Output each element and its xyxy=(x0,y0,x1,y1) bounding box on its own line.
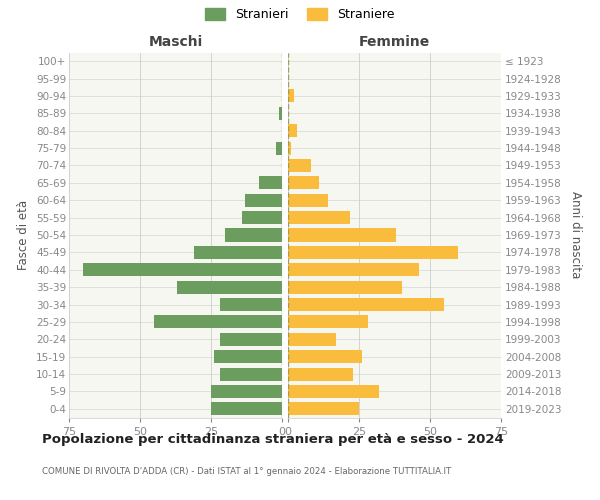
Bar xyxy=(288,246,458,259)
Title: Maschi: Maschi xyxy=(148,34,203,48)
Text: Popolazione per cittadinanza straniera per età e sesso - 2024: Popolazione per cittadinanza straniera p… xyxy=(42,432,504,446)
Bar xyxy=(288,385,379,398)
Bar xyxy=(220,333,282,346)
Y-axis label: Anni di nascita: Anni di nascita xyxy=(569,192,582,278)
Bar xyxy=(259,176,282,190)
Bar xyxy=(154,316,282,328)
Bar xyxy=(211,385,282,398)
Bar xyxy=(214,350,282,363)
Bar xyxy=(288,368,353,380)
Bar xyxy=(242,211,282,224)
Bar xyxy=(194,246,282,259)
Bar xyxy=(220,298,282,311)
Bar xyxy=(288,228,396,241)
Bar xyxy=(245,194,282,207)
Bar xyxy=(288,124,296,137)
Bar xyxy=(288,211,350,224)
Bar xyxy=(288,194,328,207)
Bar xyxy=(288,333,336,346)
Bar xyxy=(288,142,291,154)
Bar xyxy=(288,176,319,190)
Y-axis label: Fasce di età: Fasce di età xyxy=(17,200,31,270)
Bar xyxy=(288,159,311,172)
Bar xyxy=(288,90,293,102)
Bar xyxy=(177,280,282,293)
Text: COMUNE DI RIVOLTA D'ADDA (CR) - Dati ISTAT al 1° gennaio 2024 - Elaborazione TUT: COMUNE DI RIVOLTA D'ADDA (CR) - Dati IST… xyxy=(42,468,451,476)
Bar xyxy=(288,350,362,363)
Title: Femmine: Femmine xyxy=(359,34,430,48)
Bar xyxy=(288,263,419,276)
Bar xyxy=(83,263,282,276)
Bar xyxy=(211,402,282,415)
Bar xyxy=(288,298,444,311)
Bar xyxy=(288,316,368,328)
Bar xyxy=(225,228,282,241)
Bar xyxy=(277,142,282,154)
Legend: Stranieri, Straniere: Stranieri, Straniere xyxy=(202,4,398,24)
Bar xyxy=(279,107,282,120)
Bar xyxy=(288,402,359,415)
Bar xyxy=(220,368,282,380)
Bar xyxy=(288,280,401,293)
